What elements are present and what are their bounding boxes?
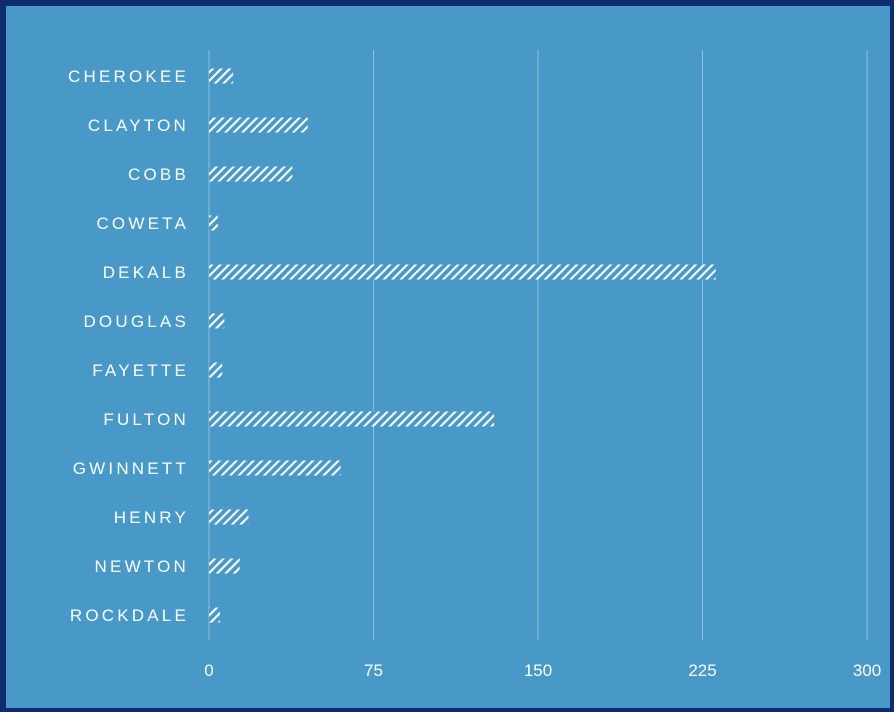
category-label: CLAYTON xyxy=(88,116,189,135)
x-tick-label: 150 xyxy=(524,661,552,680)
bar-henry xyxy=(209,509,249,525)
category-label: GWINNETT xyxy=(73,459,189,478)
bar-rockdale xyxy=(209,607,220,623)
bar-douglas xyxy=(209,313,225,329)
category-label: COBB xyxy=(128,165,189,184)
chart-background xyxy=(6,6,890,708)
category-label: FULTON xyxy=(103,410,189,429)
x-tick-label: 0 xyxy=(204,661,213,680)
bar-dekalb xyxy=(209,264,716,280)
bar-fulton xyxy=(209,411,495,427)
category-labels: CHEROKEE CLAYTON COBB COWETA DEKALB DOUGLAS FA… xyxy=(68,67,189,625)
x-tick-label: 75 xyxy=(364,661,383,680)
x-tick-label: 225 xyxy=(688,661,716,680)
category-label: COWETA xyxy=(96,214,189,233)
bar-fayette xyxy=(209,362,223,378)
category-label: NEWTON xyxy=(95,557,189,576)
category-label: FAYETTE xyxy=(92,361,189,380)
category-label: CHEROKEE xyxy=(68,67,189,86)
bar-cherokee xyxy=(209,68,234,84)
bar-coweta xyxy=(209,215,218,231)
category-label: ROCKDALE xyxy=(70,606,189,625)
x-tick-label: 300 xyxy=(853,661,881,680)
category-label: HENRY xyxy=(114,508,189,527)
category-label: DOUGLAS xyxy=(83,312,189,331)
category-label: DEKALB xyxy=(103,263,189,282)
bar-gwinnett xyxy=(209,460,341,476)
bar-newton xyxy=(209,558,240,574)
x-axis-tick-labels: 0 75 150 225 300 xyxy=(204,661,881,680)
bar-clayton xyxy=(209,117,308,133)
gridlines xyxy=(208,50,868,640)
bar-cobb xyxy=(209,166,293,182)
bars xyxy=(209,68,716,623)
